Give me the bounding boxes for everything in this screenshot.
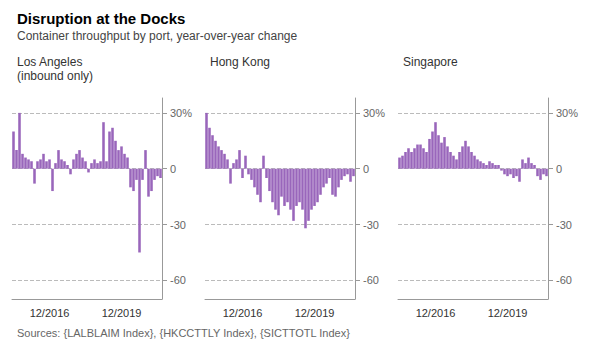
svg-text:0: 0 [170,163,176,175]
svg-text:30%: 30% [170,107,192,119]
svg-text:-60: -60 [363,274,379,286]
svg-text:-60: -60 [556,274,572,286]
svg-text:12/2016: 12/2016 [223,307,263,319]
svg-text:-60: -60 [170,274,186,286]
svg-text:(inbound only): (inbound only) [17,69,93,83]
svg-text:Disruption at the Docks: Disruption at the Docks [17,10,185,27]
svg-text:0: 0 [363,163,369,175]
svg-text:30%: 30% [363,107,385,119]
svg-text:0: 0 [556,163,562,175]
svg-text:Singapore: Singapore [403,55,458,69]
svg-text:Los Angeles: Los Angeles [17,55,82,69]
svg-text:Sources: {LALBLAIM Index}, {HK: Sources: {LALBLAIM Index}, {HKCCTTLY Ind… [17,327,350,339]
svg-text:Hong Kong: Hong Kong [210,55,270,69]
svg-text:12/2019: 12/2019 [295,307,335,319]
svg-text:12/2019: 12/2019 [102,307,142,319]
svg-text:12/2019: 12/2019 [488,307,528,319]
svg-text:12/2016: 12/2016 [30,307,70,319]
svg-text:-30: -30 [556,219,572,231]
svg-text:12/2016: 12/2016 [416,307,456,319]
svg-text:-30: -30 [363,219,379,231]
svg-text:30%: 30% [556,107,578,119]
svg-text:Container throughput by port,: Container throughput by port, year-over-… [17,29,297,43]
svg-text:-30: -30 [170,219,186,231]
